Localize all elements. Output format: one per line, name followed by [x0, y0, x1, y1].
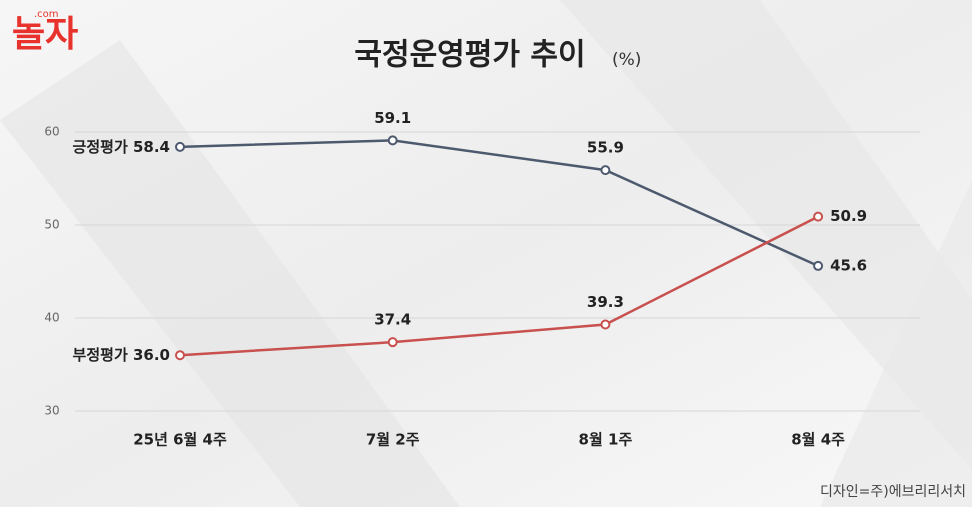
data-label: 37.4 — [374, 311, 411, 329]
data-point — [600, 165, 611, 176]
value-label: 58.4 — [133, 137, 170, 155]
x-tick-label: 8월 1주 — [579, 431, 633, 449]
logo-domain: .com — [34, 9, 59, 20]
y-tick-label: 60 — [44, 125, 59, 139]
data-point — [813, 260, 824, 271]
value-label: 36.0 — [133, 346, 170, 364]
data-point — [600, 319, 611, 330]
data-label: 59.1 — [374, 109, 411, 127]
x-tick-label: 7월 2주 — [366, 431, 420, 449]
data-label: 45.6 — [830, 256, 867, 274]
data-label: 39.3 — [587, 293, 624, 311]
y-tick-label: 40 — [44, 311, 59, 325]
series-name: 부정평가 — [73, 346, 128, 364]
data-point — [387, 337, 398, 348]
logo: 놀자 — [12, 14, 78, 55]
data-label: 부정평가 36.0 — [73, 346, 170, 364]
unit-label: (%) — [612, 50, 641, 70]
bg-shape — [820, 180, 972, 507]
data-label: 50.9 — [830, 207, 867, 225]
source: 디자인=주)에브리리서치 — [820, 484, 966, 500]
data-label: 긍정평가 58.4 — [73, 137, 170, 155]
y-tick-label: 30 — [44, 404, 59, 418]
x-tick-label: 25년 6월 4주 — [133, 431, 227, 449]
chart-title: 국정운영평가 추이 — [354, 38, 585, 73]
data-point — [813, 211, 824, 222]
data-point — [175, 141, 185, 152]
series-name: 긍정평가 — [73, 137, 128, 155]
bg-shape — [0, 40, 460, 507]
series-line — [179, 215, 819, 357]
data-label: 55.9 — [587, 139, 624, 157]
bg-shape — [560, 0, 972, 470]
x-tick-label: 8월 4주 — [791, 431, 845, 449]
data-point — [387, 135, 398, 146]
series-line — [179, 139, 819, 268]
data-point — [175, 350, 185, 361]
y-tick-label: 50 — [44, 218, 59, 232]
